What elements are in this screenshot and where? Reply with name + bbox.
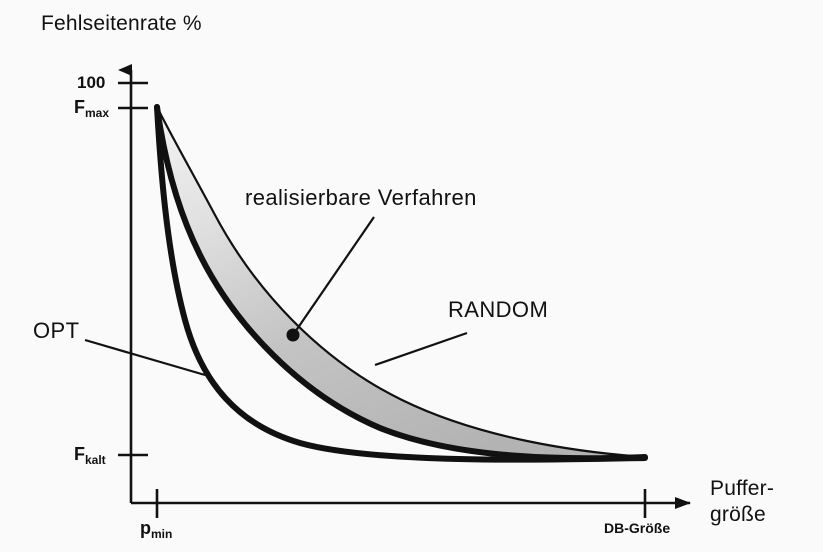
curve-random [154, 104, 648, 462]
curve-opt [154, 104, 648, 463]
fkalt-base: F [74, 444, 85, 464]
x-tick-label-pmin: pmin [140, 518, 172, 540]
fkalt-subscript: kalt [85, 453, 106, 467]
pmin-subscript: min [151, 527, 173, 541]
leader-random [374, 331, 468, 367]
curve-untere-grenze [155, 105, 647, 459]
x-tick-label-dbgroesse: DB-Größe [604, 520, 671, 536]
x-axis-title-line2: größe [710, 502, 766, 526]
x-axis-title-line1: Puffer- [710, 477, 775, 500]
leader-realisierbare-verfahren [292, 216, 375, 336]
fmax-base: F [74, 97, 85, 117]
leader-dot-realisierbare-verfahren [286, 328, 300, 342]
pmin-base: p [140, 518, 151, 538]
y-tick-label-100: 100 [77, 73, 106, 92]
y-tick-label-fmax: Fmax [74, 97, 109, 119]
annotation-random: RANDOM [448, 297, 549, 322]
shaded-region-realisierbare-verfahren [157, 107, 645, 459]
y-tick-label-fkalt: Fkalt [74, 444, 106, 466]
x-axis-title: Puffer- größe [710, 476, 774, 527]
leader-opt [84, 338, 206, 377]
y-axis-title: Fehlseitenrate % [41, 12, 202, 35]
annotation-opt: OPT [33, 318, 80, 343]
annotation-realisierbare-verfahren: realisierbare Verfahren [245, 185, 477, 210]
fmax-subscript: max [85, 106, 110, 120]
